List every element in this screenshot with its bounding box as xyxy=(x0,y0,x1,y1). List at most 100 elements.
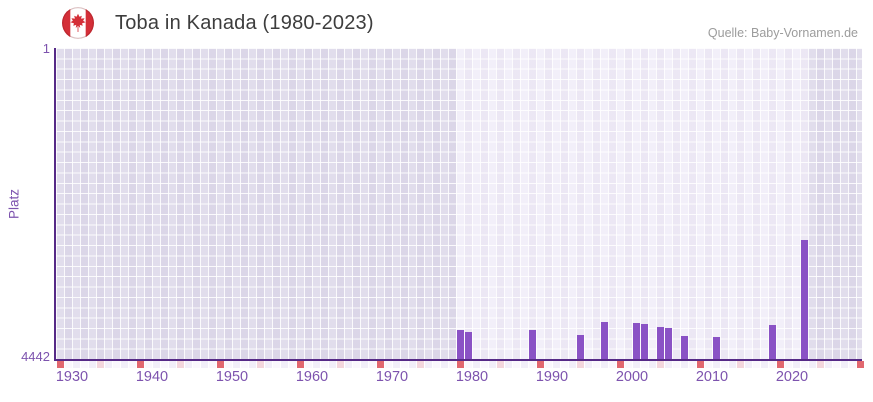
strip-cell xyxy=(584,361,592,368)
strip-cell xyxy=(704,361,712,368)
strip-cell xyxy=(152,361,160,368)
y-tick-worst-rank: 4442 xyxy=(21,349,50,364)
strip-cell xyxy=(608,361,616,368)
plot-background xyxy=(56,48,862,359)
strip-cell xyxy=(408,361,416,368)
strip-marker-pink-1943 xyxy=(176,361,184,368)
highlighted-period-background xyxy=(456,48,808,359)
rank-bar-1978[interactable] xyxy=(456,330,464,359)
strip-marker-red-1958 xyxy=(296,361,304,368)
strip-cell xyxy=(224,361,232,368)
strip-cell xyxy=(664,361,672,368)
rank-bar-2004[interactable] xyxy=(664,328,672,359)
strip-cell xyxy=(504,361,512,368)
strip-cell xyxy=(560,361,568,368)
strip-cell xyxy=(200,361,208,368)
strip-cell xyxy=(848,361,856,368)
strip-cell xyxy=(144,361,152,368)
strip-cell xyxy=(552,361,560,368)
rank-bar-2003[interactable] xyxy=(656,327,664,359)
strip-cell xyxy=(320,361,328,368)
rank-bar-2010[interactable] xyxy=(712,337,720,359)
strip-cell xyxy=(184,361,192,368)
strip-cell xyxy=(80,361,88,368)
x-tick-1980: 1980 xyxy=(455,369,489,385)
strip-marker-pink-2023 xyxy=(816,361,824,368)
strip-cell xyxy=(488,361,496,368)
strip-cell xyxy=(368,361,376,368)
strip-marker-pink-1973 xyxy=(416,361,424,368)
x-tick-1970: 1970 xyxy=(375,369,409,385)
x-tick-1930: 1930 xyxy=(55,369,89,385)
rank-bar-2021[interactable] xyxy=(800,240,808,359)
rank-bar-1987[interactable] xyxy=(528,330,536,359)
x-tick-1960: 1960 xyxy=(295,369,329,385)
rank-bar-2000[interactable] xyxy=(632,323,640,359)
strip-cell xyxy=(712,361,720,368)
strip-cell xyxy=(792,361,800,368)
rank-bar-1996[interactable] xyxy=(600,322,608,359)
strip-marker-red-1928 xyxy=(56,361,64,368)
year-marker-strip xyxy=(56,361,864,368)
strip-cell xyxy=(128,361,136,368)
strip-cell xyxy=(424,361,432,368)
strip-cell xyxy=(208,361,216,368)
x-axis-labels: 1930 1940 1950 1960 1970 1980 1990 2000 2010 2020 xyxy=(56,367,862,389)
x-tick-1990: 1990 xyxy=(535,369,569,385)
strip-cell xyxy=(512,361,520,368)
strip-cell xyxy=(232,361,240,368)
strip-cell xyxy=(752,361,760,368)
strip-cell xyxy=(544,361,552,368)
strip-marker-pink-2013 xyxy=(736,361,744,368)
strip-cell xyxy=(280,361,288,368)
strip-marker-red-1948 xyxy=(216,361,224,368)
strip-cell xyxy=(688,361,696,368)
strip-cell xyxy=(648,361,656,368)
strip-cell xyxy=(448,361,456,368)
strip-cell xyxy=(272,361,280,368)
rank-bar-1979[interactable] xyxy=(464,332,472,359)
x-tick-2000: 2000 xyxy=(615,369,649,385)
x-tick-2010: 2010 xyxy=(695,369,729,385)
strip-cell xyxy=(248,361,256,368)
strip-cell xyxy=(360,361,368,368)
strip-cell xyxy=(480,361,488,368)
strip-cell xyxy=(680,361,688,368)
rank-bar-2001[interactable] xyxy=(640,324,648,359)
strip-cell xyxy=(528,361,536,368)
strip-cell xyxy=(800,361,808,368)
strip-cell xyxy=(672,361,680,368)
background-segment xyxy=(56,48,456,359)
strip-cell xyxy=(120,361,128,368)
plot-area xyxy=(54,48,862,361)
strip-cell xyxy=(640,361,648,368)
strip-cell xyxy=(240,361,248,368)
source-attribution: Quelle: Baby-Vornamen.de xyxy=(707,26,858,40)
strip-cell xyxy=(288,361,296,368)
background-segment xyxy=(808,48,862,359)
strip-cell xyxy=(784,361,792,368)
x-tick-1950: 1950 xyxy=(215,369,249,385)
strip-cell xyxy=(464,361,472,368)
strip-cell xyxy=(384,361,392,368)
rank-bar-2006[interactable] xyxy=(680,336,688,359)
canada-flag-icon xyxy=(62,7,94,39)
chart-title: Toba in Kanada (1980-2023) xyxy=(115,12,374,34)
strip-marker-red-1968 xyxy=(376,361,384,368)
strip-marker-red-2018 xyxy=(776,361,784,368)
strip-cell xyxy=(520,361,528,368)
strip-marker-red-2028 xyxy=(856,361,864,368)
strip-cell xyxy=(328,361,336,368)
strip-marker-pink-1993 xyxy=(576,361,584,368)
strip-cell xyxy=(112,361,120,368)
strip-cell xyxy=(832,361,840,368)
rank-bar-1993[interactable] xyxy=(576,335,584,359)
strip-marker-pink-2003 xyxy=(656,361,664,368)
strip-marker-red-1938 xyxy=(136,361,144,368)
strip-cell xyxy=(728,361,736,368)
strip-cell xyxy=(104,361,112,368)
strip-cell xyxy=(192,361,200,368)
rank-bar-2017[interactable] xyxy=(768,325,776,359)
strip-cell xyxy=(72,361,80,368)
strip-cell xyxy=(472,361,480,368)
